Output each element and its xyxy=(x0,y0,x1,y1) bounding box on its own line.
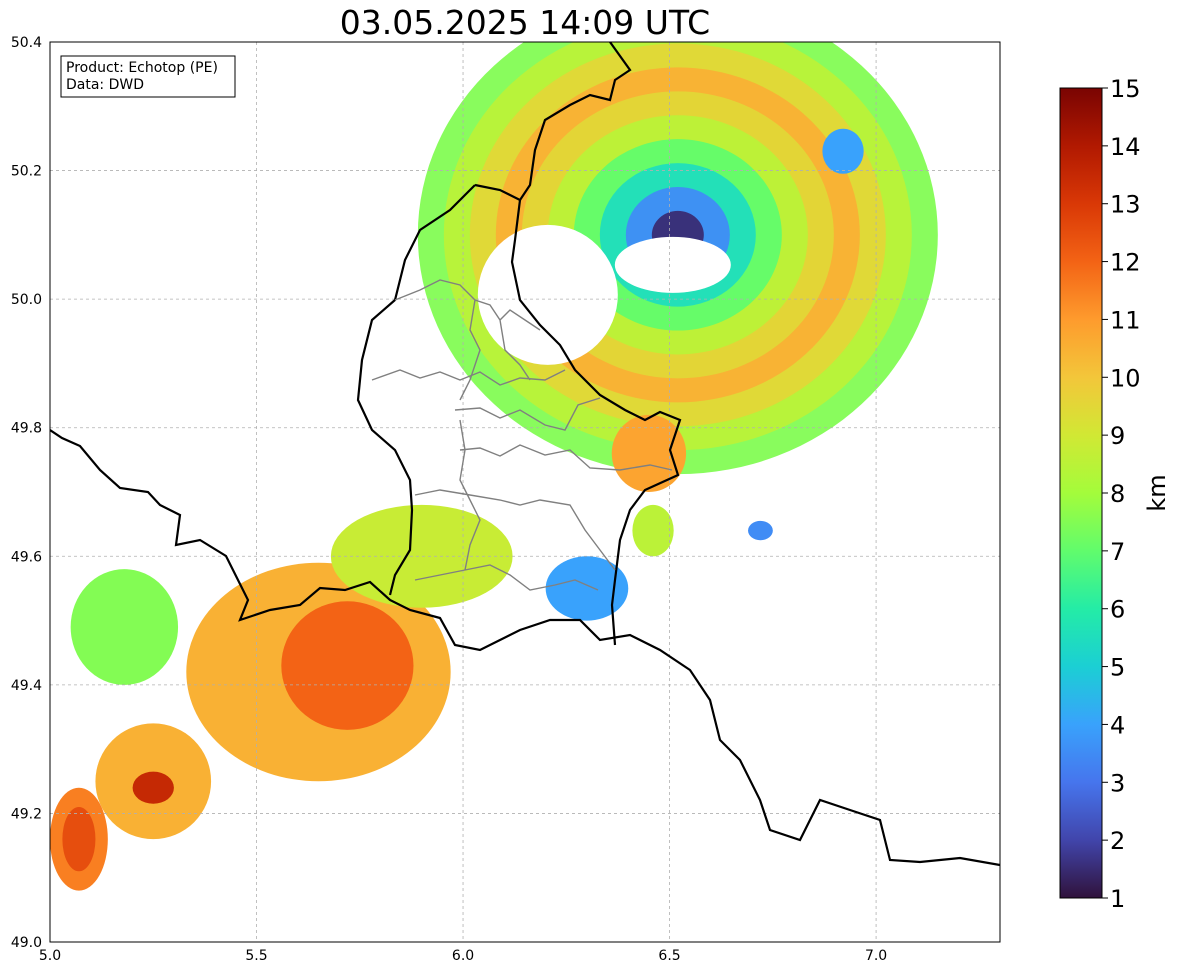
grid-lines xyxy=(50,42,1000,942)
x-axis-ticks: 5.0 5.5 6.0 6.5 7.0 xyxy=(39,948,887,964)
colorbar-tick-label: 2 xyxy=(1110,827,1125,855)
colorbar-tick-label: 11 xyxy=(1110,306,1141,334)
colorbar-tick-label: 13 xyxy=(1110,191,1141,219)
borders xyxy=(50,42,1000,867)
echo-cell xyxy=(132,771,174,804)
colorbar-tick-label: 8 xyxy=(1110,480,1125,508)
info-box: Product: Echotop (PE) Data: DWD xyxy=(60,55,236,98)
y-tick-label: 50.0 xyxy=(11,292,42,308)
colorbar-tick-label: 5 xyxy=(1110,654,1125,682)
border-belgium-luxembourg-france xyxy=(50,429,1000,867)
echo-cell xyxy=(611,414,687,492)
map-title: 03.05.2025 14:09 UTC xyxy=(340,3,710,42)
colorbar-tick-label: 3 xyxy=(1110,769,1125,797)
x-tick-label: 6.0 xyxy=(452,948,474,964)
y-axis-ticks: 50.4 50.2 50.0 49.8 49.6 49.4 49.2 49.0 xyxy=(11,35,42,951)
map-frame xyxy=(49,41,1001,943)
colorbar-tick-label: 15 xyxy=(1110,75,1141,103)
echo-cell xyxy=(70,569,179,685)
y-tick-label: 50.2 xyxy=(11,164,42,180)
border-germany-belgium-north xyxy=(519,42,632,201)
info-data-source: Data: DWD xyxy=(66,77,144,93)
echo-cell xyxy=(330,504,513,608)
border-luxembourg-west xyxy=(356,184,476,596)
y-tick-label: 49.2 xyxy=(11,806,42,822)
colorbar-ticks: 15 14 13 12 11 10 9 8 7 6 5 4 3 2 1 xyxy=(1102,75,1141,913)
colorbar-tick-label: 7 xyxy=(1110,538,1125,566)
y-tick-label: 50.4 xyxy=(11,35,42,51)
x-tick-label: 7.0 xyxy=(865,948,887,964)
map-area xyxy=(49,41,1001,943)
colorbar-tick-label: 6 xyxy=(1110,596,1125,624)
y-tick-label: 49.8 xyxy=(11,421,42,437)
echo-cell xyxy=(62,807,96,872)
colorbar-tick-label: 9 xyxy=(1110,422,1125,450)
colorbar-tick-label: 1 xyxy=(1110,885,1125,913)
colorbar-gradient xyxy=(1059,87,1103,899)
echo-cell xyxy=(632,504,674,557)
echotop-layer xyxy=(50,42,938,891)
ring-west-gap xyxy=(477,224,618,365)
info-box-frame xyxy=(60,55,236,98)
colorbar-tick-label: 4 xyxy=(1110,711,1125,739)
colorbar: 15 14 13 12 11 10 9 8 7 6 5 4 3 2 1 km xyxy=(1059,75,1171,913)
y-tick-label: 49.4 xyxy=(11,678,42,694)
ring-gap xyxy=(614,236,731,293)
colorbar-label: km xyxy=(1143,474,1171,511)
info-product: Product: Echotop (PE) xyxy=(66,60,218,76)
colorbar-tick-label: 14 xyxy=(1110,133,1141,161)
x-tick-label: 6.5 xyxy=(658,948,680,964)
echo-cell xyxy=(822,128,864,174)
echo-cell xyxy=(281,601,414,730)
border-germany-luxembourg xyxy=(474,183,682,646)
x-tick-label: 5.5 xyxy=(245,948,267,964)
x-tick-label: 5.0 xyxy=(39,948,61,964)
echo-cell xyxy=(545,556,629,621)
y-tick-label: 49.0 xyxy=(11,935,42,951)
y-tick-label: 49.6 xyxy=(11,549,42,565)
region-lines xyxy=(371,279,673,591)
colorbar-tick-label: 12 xyxy=(1110,249,1141,277)
colorbar-tick-label: 10 xyxy=(1110,364,1141,392)
echo-cell xyxy=(748,520,773,541)
